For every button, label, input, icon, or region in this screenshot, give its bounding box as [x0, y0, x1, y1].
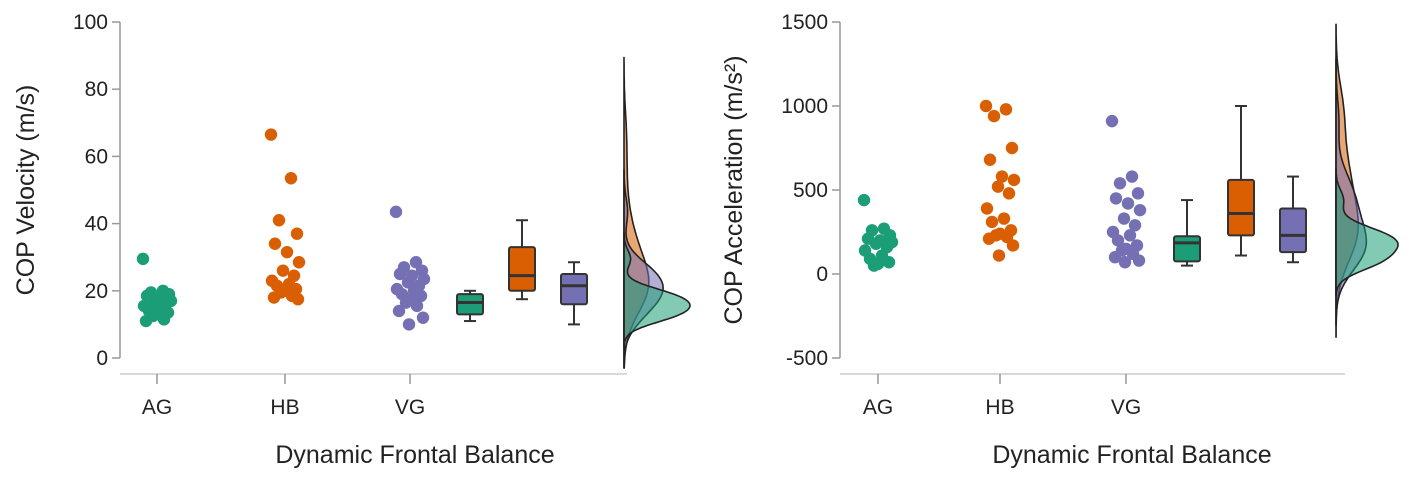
- x-tick-label: AG: [863, 396, 893, 419]
- data-marks: [136, 56, 691, 369]
- x-tick-label: HB: [270, 396, 299, 419]
- data-point-hb: [980, 202, 994, 215]
- data-point-ag: [882, 256, 896, 269]
- x-axis-label: Dynamic Frontal Balance: [992, 441, 1271, 469]
- box-vg: [560, 273, 588, 306]
- data-point-ag: [869, 237, 883, 250]
- data-point-vg: [1113, 177, 1127, 190]
- data-point-vg: [1133, 203, 1147, 217]
- data-point-hb: [1007, 173, 1021, 187]
- data-point-vg: [1117, 212, 1131, 225]
- data-point-vg: [410, 299, 424, 313]
- data-point-vg: [1125, 170, 1139, 183]
- y-tick-label: 0: [96, 347, 108, 370]
- data-point-ag: [867, 259, 881, 272]
- y-ticks: -500 0 500 1000 1500: [781, 11, 840, 370]
- data-point-hb: [997, 212, 1011, 225]
- x-tick-label: VG: [395, 396, 425, 419]
- data-point-hb: [264, 128, 278, 141]
- data-point-hb: [292, 256, 306, 269]
- box-vg: [1279, 207, 1307, 254]
- density-cloud-vg: [623, 169, 664, 368]
- data-point-hb: [267, 291, 281, 304]
- x-ticks: AG HB VG: [863, 374, 1141, 419]
- data-point-vg: [1105, 114, 1119, 128]
- data-point-hb: [268, 237, 282, 250]
- data-point-hb: [276, 264, 290, 277]
- data-point-hb: [992, 249, 1006, 262]
- data-point-vg: [1118, 256, 1132, 269]
- data-point-hb: [1005, 141, 1019, 155]
- y-axis-label: COP Acceleration (m/s²): [720, 55, 748, 324]
- data-point-vg: [393, 267, 407, 281]
- data-point-vg: [1108, 251, 1122, 264]
- data-point-hb: [999, 103, 1013, 116]
- data-point-vg: [1131, 187, 1145, 200]
- data-point-hb: [291, 293, 305, 306]
- data-point-vg: [389, 205, 403, 219]
- data-marks: [857, 23, 1399, 338]
- box-ag: [456, 293, 484, 316]
- y-tick-label: 40: [85, 213, 108, 236]
- data-point-vg: [414, 289, 428, 303]
- data-point-hb: [290, 227, 304, 240]
- data-point-ag: [857, 193, 871, 207]
- data-point-hb: [987, 109, 1001, 123]
- data-point-hb: [979, 99, 993, 113]
- data-point-vg: [1109, 192, 1123, 205]
- density-cloud-ag: [1335, 168, 1399, 297]
- data-point-vg: [1121, 197, 1135, 210]
- x-tick-label: HB: [985, 396, 1014, 419]
- data-point-hb: [1002, 187, 1016, 200]
- y-tick-label: 100: [73, 11, 108, 34]
- data-point-hb: [1006, 239, 1020, 252]
- panel-cop-acceleration: -500 0 500 1000 1500 AG HB VG Dynamic Frontal …: [720, 11, 1399, 469]
- data-point-hb: [991, 180, 1005, 193]
- data-point-hb: [985, 215, 999, 229]
- box-ag: [1173, 235, 1201, 263]
- density-cloud-ag: [623, 232, 691, 348]
- data-point-vg: [392, 304, 406, 318]
- y-tick-label: 500: [793, 179, 828, 202]
- y-tick-label: 80: [85, 78, 108, 101]
- data-point-hb: [272, 214, 286, 227]
- panel-cop-velocity: 0 20 40 60 80 100 AG HB VG Dynamic Frontal Bala…: [12, 11, 691, 469]
- y-tick-label: 1000: [781, 95, 828, 118]
- data-point-ag: [139, 314, 153, 328]
- data-point-vg: [402, 318, 416, 331]
- data-point-vg: [399, 296, 413, 309]
- x-tick-label: AG: [142, 396, 172, 419]
- data-point-ag: [157, 313, 171, 326]
- data-point-hb: [982, 232, 996, 245]
- data-point-hb: [995, 170, 1009, 183]
- data-point-vg: [1132, 254, 1146, 267]
- y-tick-label: 60: [85, 145, 108, 168]
- y-tick-label: 20: [85, 280, 108, 303]
- data-point-vg: [1111, 234, 1125, 247]
- data-point-hb: [983, 153, 997, 166]
- data-point-vg: [1123, 229, 1137, 242]
- box-hb: [1227, 178, 1255, 237]
- box-hb: [508, 246, 536, 292]
- data-point-vg: [1128, 219, 1142, 232]
- y-tick-label: 0: [816, 263, 828, 286]
- data-point-hb: [280, 245, 294, 259]
- data-point-ag: [136, 252, 150, 266]
- data-point-vg: [416, 311, 430, 324]
- x-axis-label: Dynamic Frontal Balance: [275, 441, 554, 469]
- y-tick-label: -500: [786, 347, 828, 370]
- x-tick-label: VG: [1111, 396, 1141, 419]
- y-ticks: 0 20 40 60 80 100: [73, 11, 120, 370]
- data-point-hb: [284, 172, 298, 185]
- x-ticks: AG HB VG: [142, 374, 425, 419]
- y-tick-label: 1500: [781, 11, 828, 34]
- y-axis-label: COP Velocity (m/s): [12, 85, 40, 296]
